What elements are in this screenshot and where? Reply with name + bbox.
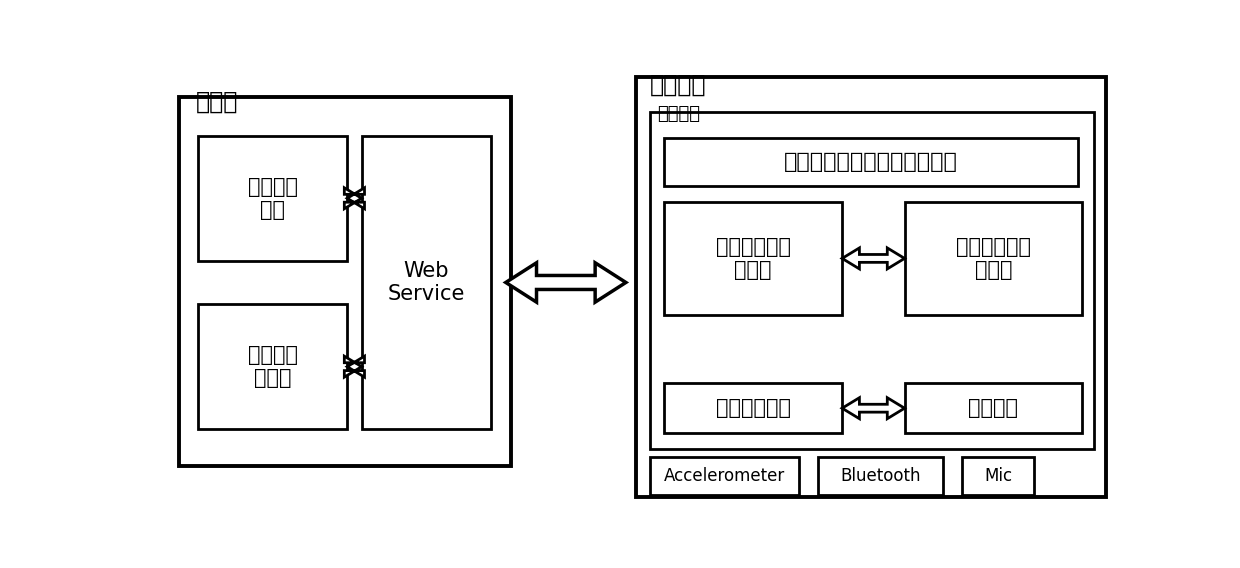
Text: 规则框架: 规则框架 [968, 398, 1018, 418]
Bar [635, 77, 1106, 497]
Bar [198, 304, 347, 429]
Text: Bluetooth: Bluetooth [841, 467, 921, 485]
Bar [650, 112, 1094, 449]
Text: 成员社交影响力的获取与应用: 成员社交影响力的获取与应用 [784, 152, 957, 172]
Bar [665, 202, 842, 315]
Text: 社交感知: 社交感知 [657, 105, 699, 123]
Polygon shape [842, 248, 905, 269]
Text: 传感信息取样: 传感信息取样 [715, 398, 791, 418]
Text: 知识存储
模块: 知识存储 模块 [248, 177, 298, 220]
Text: 移动终端: 移动终端 [650, 73, 707, 97]
Text: 文本信息短语
化处理: 文本信息短语 化处理 [956, 237, 1030, 280]
Bar [198, 136, 347, 261]
Polygon shape [506, 263, 626, 302]
Bar [665, 138, 1078, 186]
Polygon shape [345, 188, 365, 209]
Text: 影响力测
定模块: 影响力测 定模块 [248, 345, 298, 389]
Bar [650, 457, 799, 495]
Text: Internet: Internet [531, 273, 601, 291]
Text: Mic: Mic [985, 467, 1012, 485]
Polygon shape [345, 356, 365, 377]
Bar [362, 136, 491, 429]
Text: Web
Service: Web Service [388, 261, 465, 304]
Bar [665, 383, 842, 433]
Text: Accelerometer: Accelerometer [663, 467, 785, 485]
Bar [905, 202, 1083, 315]
Text: 服务器: 服务器 [196, 90, 238, 114]
Text: 社交信息文本
化处理: 社交信息文本 化处理 [715, 237, 791, 280]
Bar [179, 97, 511, 466]
Polygon shape [842, 398, 905, 419]
Bar [962, 457, 1034, 495]
Bar [905, 383, 1083, 433]
Bar [818, 457, 942, 495]
